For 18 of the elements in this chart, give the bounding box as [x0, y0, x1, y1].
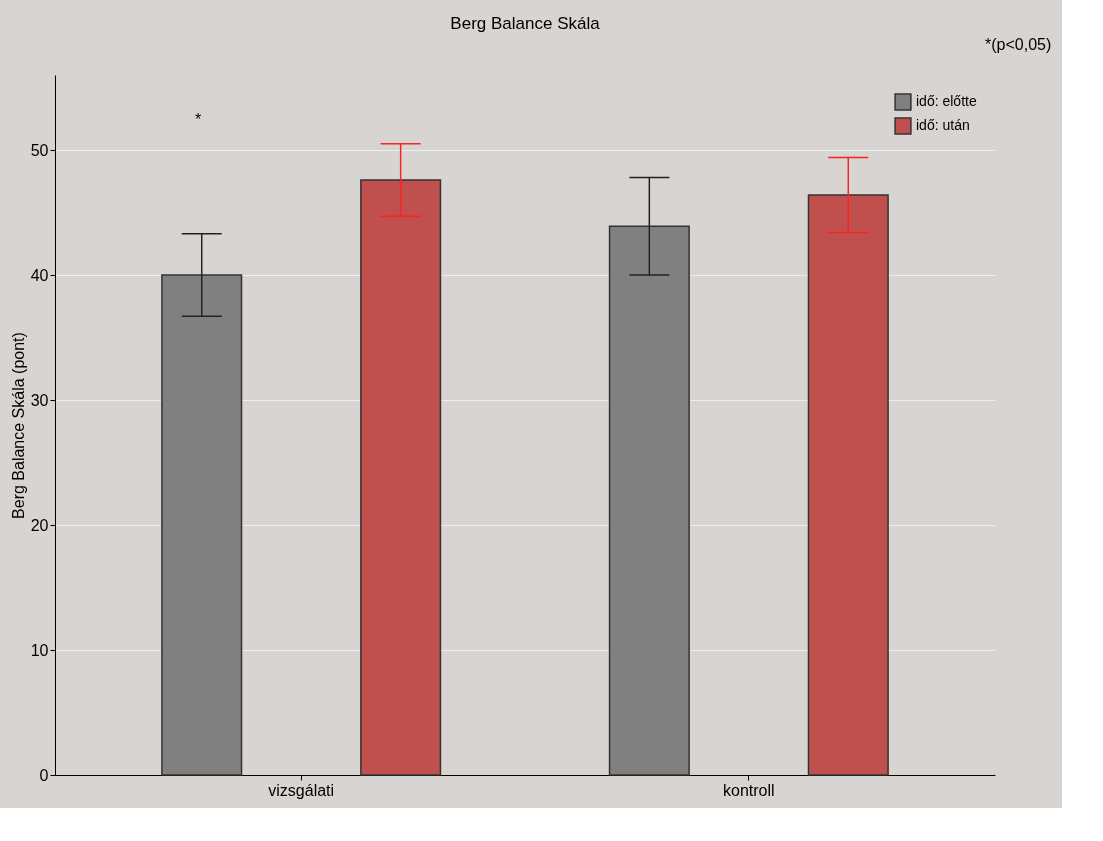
annotation: * [195, 111, 202, 128]
bar [608, 225, 690, 776]
text: *(p<0,05) [985, 36, 1052, 53]
x-tick-label: vizsgálati [268, 781, 335, 799]
chart-title: Berg Balance Skála [450, 14, 601, 33]
y-tick-label: 0 [39, 766, 49, 784]
x-tick-label: kontroll [723, 781, 775, 799]
y-tick-label: 20 [30, 516, 49, 534]
y-tick-label: 30 [30, 391, 49, 409]
legend-label: idő: előtte [916, 93, 977, 109]
y-tick-label: 50 [30, 141, 49, 159]
bar [161, 274, 243, 776]
y-tick-label: 10 [30, 641, 49, 659]
y-axis-title: Berg Balance Skála (pont) [9, 332, 27, 519]
y-tick-label: 40 [30, 266, 49, 284]
bar [360, 179, 442, 776]
bar [807, 194, 889, 776]
legend-label: idő: után [916, 117, 970, 133]
